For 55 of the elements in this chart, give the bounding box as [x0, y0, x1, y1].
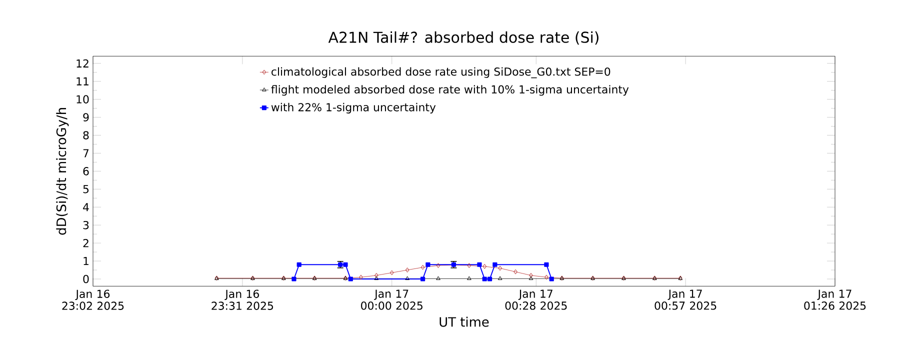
- legend-label: climatological absorbed dose rate using SiDose_G0.txt SEP=0: [272, 67, 610, 78]
- point: [549, 276, 554, 282]
- y-tick-label: 10: [76, 95, 89, 104]
- point: [529, 272, 533, 278]
- point: [374, 276, 379, 280]
- point: [544, 262, 549, 267]
- x-tick-label: Jan 17 00:00 2025: [361, 290, 422, 310]
- point: [420, 276, 426, 282]
- point: [467, 263, 472, 268]
- x-tick-label: Jan 17 00:57 2025: [654, 290, 716, 310]
- x-tick-label: Jan 17 01:26 2025: [804, 290, 866, 310]
- point: [528, 276, 534, 280]
- y-tick-label: 9: [83, 113, 89, 122]
- point: [436, 276, 440, 280]
- point: [498, 276, 502, 280]
- legend-label: flight modeled absorbed dose rate with 10% 1-sigma uncertainty: [271, 85, 629, 96]
- point: [514, 269, 518, 274]
- y-tick-label: 8: [83, 131, 89, 140]
- point: [343, 262, 348, 267]
- y-axis-title: dD(Si)/dt microGy/h: [56, 108, 69, 235]
- y-tick-label: 12: [76, 59, 88, 68]
- y-tick-label: 6: [83, 167, 89, 176]
- y-tick-label: 5: [83, 185, 89, 194]
- y-tick-label: 0: [83, 274, 89, 284]
- y-tick-label: 7: [83, 149, 89, 158]
- point: [405, 268, 410, 272]
- chart-title: A21N Tail#? absorbed dose rate (Si): [328, 31, 598, 45]
- point: [467, 276, 472, 280]
- point: [482, 264, 487, 269]
- point: [390, 270, 394, 276]
- point: [420, 264, 425, 270]
- y-tick-label: 11: [76, 77, 88, 86]
- x-tick-label: Jan 16 23:02 2025: [62, 290, 124, 310]
- point: [374, 272, 378, 278]
- point: [359, 274, 363, 280]
- point: [482, 276, 487, 282]
- legend-label: with 22% 1-sigma uncertainty: [271, 102, 436, 114]
- point: [292, 276, 296, 282]
- point: [544, 274, 548, 280]
- y-tick-label: 2: [83, 239, 88, 248]
- point: [296, 262, 302, 267]
- y-tick-label: 3: [83, 220, 89, 230]
- point: [477, 262, 482, 267]
- y-tick-label: 1: [84, 257, 88, 266]
- x-axis-title: UT time: [440, 316, 489, 327]
- point: [498, 266, 502, 271]
- point: [426, 262, 430, 267]
- point: [492, 262, 498, 267]
- point: [405, 276, 410, 280]
- point: [436, 263, 440, 268]
- x-tick-label: Jan 16 23:31 2025: [212, 290, 274, 310]
- x-tick-label: Jan 17 00:28 2025: [505, 290, 567, 310]
- y-tick-label: 4: [83, 203, 89, 212]
- point: [487, 276, 492, 282]
- point: [348, 276, 353, 282]
